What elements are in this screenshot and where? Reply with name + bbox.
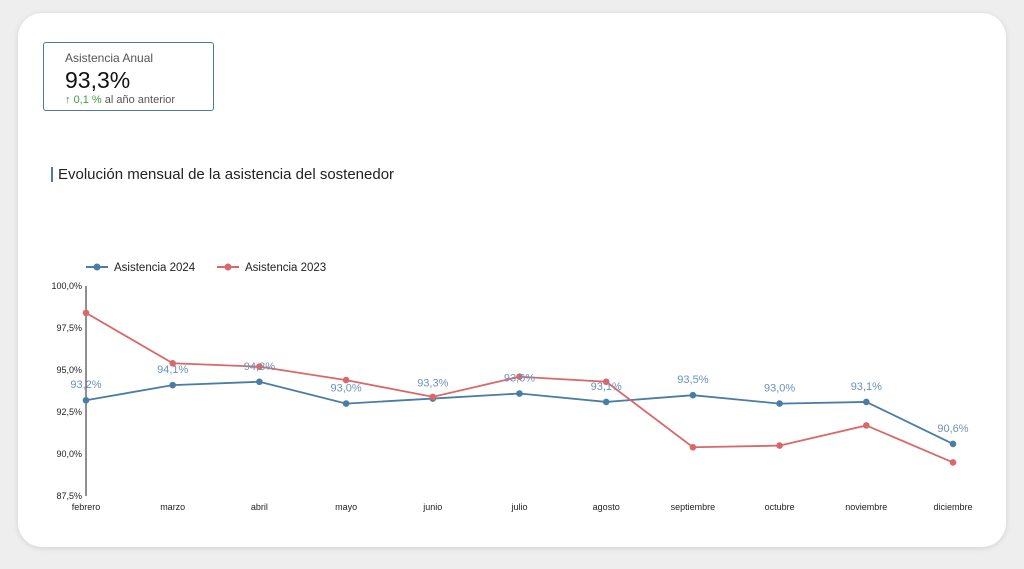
kpi-delta: ↑ 0,1 % al año anterior [65, 93, 213, 107]
y-tick-label: 95,0% [56, 365, 82, 375]
y-tick-label: 90,0% [56, 449, 82, 459]
x-tick-label: agosto [593, 502, 620, 512]
data-point [689, 443, 697, 451]
data-label: 93,1% [591, 381, 622, 393]
data-point [602, 398, 610, 406]
x-tick-label: marzo [160, 502, 185, 512]
data-point [602, 378, 610, 386]
arrow-up-icon: ↑ [65, 94, 71, 106]
x-tick-label: junio [422, 502, 442, 512]
data-label: 90,6% [937, 423, 968, 435]
kpi-annual-attendance: Asistencia Anual 93,3% ↑ 0,1 % al año an… [43, 42, 214, 111]
y-tick-label: 100,0% [51, 281, 82, 291]
x-tick-label: mayo [335, 502, 357, 512]
data-point [342, 376, 350, 384]
y-tick-label: 92,5% [56, 407, 82, 417]
data-label: 93,2% [70, 379, 101, 391]
data-point [169, 359, 176, 367]
data-label: 93,6% [504, 373, 535, 385]
data-point [863, 422, 870, 429]
data-label: 94,1% [157, 364, 188, 376]
x-tick-label: octubre [765, 502, 795, 512]
data-label: 94,3% [244, 361, 275, 373]
legend-marker [93, 263, 101, 271]
attendance-line-chart: 100,0% 97,5% 95,0% 92,5% 90,0% 87,5%febrero ma… [51, 262, 972, 512]
kpi-label: Asistencia Anual [65, 51, 154, 65]
data-point [82, 396, 90, 404]
data-point [169, 381, 176, 389]
data-point [776, 400, 783, 407]
section-title: Evolución mensual de la asistencia del s… [51, 167, 394, 182]
x-tick-label: noviembre [845, 502, 887, 512]
data-label: 93,1% [851, 381, 882, 393]
data-point [949, 459, 957, 466]
data-label: 93,5% [677, 374, 708, 386]
kpi-delta-value: 0,1 % [73, 94, 102, 106]
data-point [516, 373, 523, 381]
x-tick-label: septiembre [671, 502, 716, 512]
y-tick-label: 87,5% [56, 491, 82, 501]
data-point [776, 442, 783, 449]
legend-entry: Asistencia 2023 [245, 262, 326, 274]
legend-entry: Asistencia 2024 [114, 262, 196, 274]
data-label: 93,0% [764, 383, 795, 395]
data-point [863, 398, 870, 406]
data-point [256, 378, 263, 386]
x-tick-label: julio [510, 502, 527, 512]
y-tick-label: 97,5% [56, 323, 82, 333]
data-point [429, 393, 437, 401]
data-label: 93,3% [417, 378, 448, 390]
kpi-value: 93,3% [65, 67, 131, 93]
data-point [689, 391, 697, 399]
x-tick-label: abril [251, 502, 268, 512]
data-label: 93,0% [330, 383, 361, 395]
series-line [85, 312, 954, 464]
data-point [82, 309, 90, 317]
x-tick-label: febrero [72, 502, 101, 512]
data-point [949, 440, 957, 448]
data-point [516, 390, 523, 397]
dashboard-card: Asistencia Anual 93,3% ↑ 0,1 % al año an… [18, 13, 1006, 547]
data-point [342, 400, 350, 407]
x-tick-label: diciembre [933, 502, 972, 512]
kpi-delta-suffix: al año anterior [104, 94, 176, 106]
legend-marker [224, 263, 232, 271]
data-point [256, 363, 263, 370]
